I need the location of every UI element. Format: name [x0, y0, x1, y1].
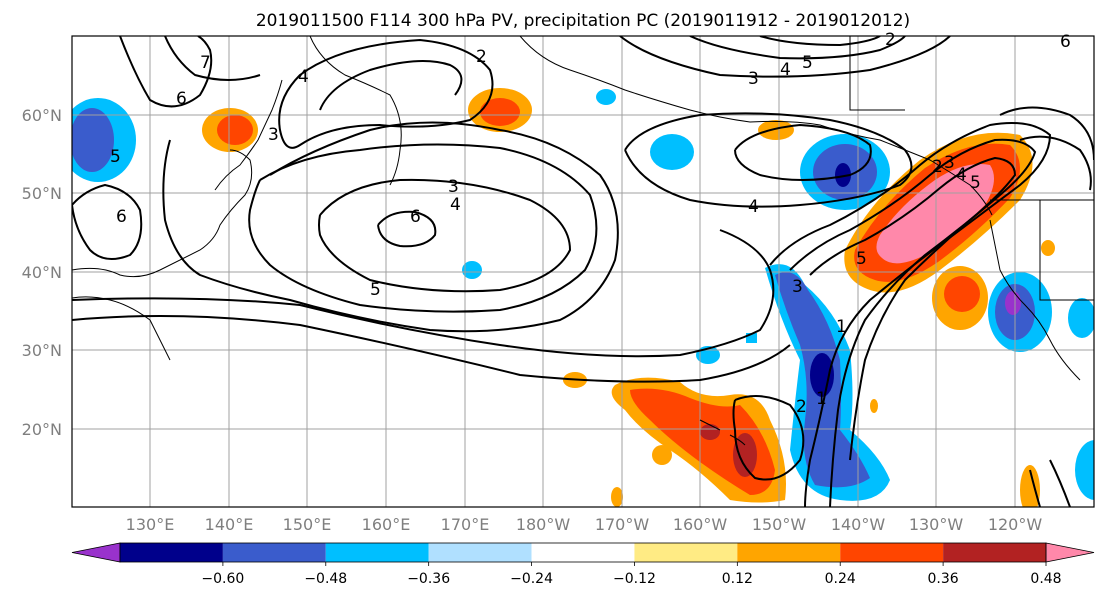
colorbar-tick-label: 0.12 — [722, 571, 753, 587]
lon-label: 130°E — [126, 515, 175, 534]
contour-label: 3 — [748, 69, 759, 89]
colorbar-bin — [428, 543, 532, 562]
contour-label: 3 — [944, 153, 955, 173]
coastlines — [72, 36, 1094, 446]
precip-area — [1020, 465, 1040, 507]
colorbar-bin — [325, 543, 429, 562]
lat-label: 20°N — [22, 420, 62, 439]
map-panel: 7 6 4 3 2 6 5 3 4 6 5 2 4 5 3 4 5 3 2 1 … — [71, 30, 1095, 508]
precip-area — [700, 424, 720, 440]
contour-label: 7 — [200, 53, 211, 73]
lon-label: 180°W — [516, 515, 571, 534]
contour-label: 3 — [792, 277, 803, 297]
precip-area — [746, 333, 757, 343]
figure-title: 2019011500 F114 300 hPa PV, precipitatio… — [256, 11, 910, 31]
contour-label: 4 — [956, 165, 967, 185]
precip-area — [462, 261, 482, 279]
precip-area — [733, 433, 757, 477]
contour-label: 6 — [116, 207, 127, 227]
lon-label: 120°W — [988, 515, 1043, 534]
colorbar-bin — [120, 543, 223, 562]
lat-label: 50°N — [22, 184, 62, 203]
contour-label: 4 — [780, 60, 791, 80]
contour-label: 5 — [802, 53, 813, 73]
colorbar-bin — [840, 543, 944, 562]
pv-contours — [72, 36, 1094, 507]
colorbar-tick-label: 0.48 — [1030, 571, 1061, 587]
contour-label: 3 — [448, 177, 459, 197]
contour-label: 4 — [748, 197, 759, 217]
precip-area — [652, 445, 672, 465]
precip-area — [1041, 240, 1055, 256]
precip-area — [870, 399, 878, 413]
colorbar-tick-label: −0.48 — [304, 571, 347, 587]
contour-label: 5 — [370, 280, 381, 300]
colorbar-extend-high — [1045, 542, 1095, 563]
map-frame — [71, 35, 1095, 508]
precip-area — [650, 134, 694, 170]
colorbar-tick-label: −0.60 — [201, 571, 244, 587]
contour-label: 2 — [932, 157, 943, 177]
lat-label: 30°N — [22, 341, 62, 360]
latitude-labels: 60°N 50°N 40°N 30°N 20°N — [22, 106, 62, 439]
lon-label: 140°W — [831, 515, 886, 534]
colorbar-tick-label: −0.12 — [613, 571, 656, 587]
precip-area — [810, 353, 834, 397]
lon-label: 160°E — [362, 515, 411, 534]
colorbar-extend-low — [71, 542, 121, 563]
precip-area — [217, 115, 253, 145]
colorbar-bin — [531, 543, 635, 562]
precip-area — [1075, 440, 1094, 500]
colorbar-tick-label: 0.36 — [928, 571, 959, 587]
colorbar-tick-label: −0.36 — [407, 571, 450, 587]
lon-label: 170°E — [441, 515, 490, 534]
precip-area — [1005, 291, 1021, 315]
precip-area — [876, 164, 994, 264]
contour-label: 4 — [450, 195, 461, 215]
colorbar-bin — [943, 543, 1046, 562]
colorbar-tick-label: 0.24 — [825, 571, 856, 587]
lat-label: 40°N — [22, 263, 62, 282]
colorbar-tick-label: −0.24 — [510, 571, 553, 587]
precip-area — [758, 120, 794, 140]
precip-area — [611, 487, 623, 507]
lon-label: 160°W — [673, 515, 728, 534]
colorbar-bin — [634, 543, 738, 562]
precip-area — [944, 276, 980, 312]
contour-label: 6 — [1060, 32, 1071, 52]
precip-area — [72, 108, 114, 172]
precip-positive-areas — [202, 88, 1055, 507]
contour-label: 1 — [816, 389, 827, 409]
colorbar: −0.60 −0.48 −0.36 −0.24 −0.12 0.12 0.24 0.36 0.4… — [71, 542, 1095, 587]
contour-label: 3 — [268, 125, 279, 145]
contour-label: 4 — [298, 67, 309, 87]
lon-label: 170°W — [595, 515, 650, 534]
lon-label: 150°W — [752, 515, 807, 534]
longitude-labels: 130°E 140°E 150°E 160°E 170°E 180°W 170°… — [126, 515, 1043, 534]
colorbar-outline — [119, 542, 1047, 563]
contour-label: 2 — [885, 30, 896, 50]
colorbar-bin — [222, 543, 326, 562]
contour-label: 5 — [856, 249, 867, 269]
precip-area — [480, 98, 520, 126]
colorbar-bin — [737, 543, 841, 562]
contour-label: 1 — [836, 317, 847, 337]
precip-area — [1068, 298, 1094, 338]
contour-label: 2 — [476, 47, 487, 67]
contour-label: 6 — [410, 207, 421, 227]
lat-label: 60°N — [22, 106, 62, 125]
lon-label: 130°W — [909, 515, 964, 534]
precip-area — [835, 163, 851, 187]
lon-label: 140°E — [205, 515, 254, 534]
contour-label: 2 — [796, 397, 807, 417]
graticule — [72, 36, 1094, 507]
lon-label: 150°E — [283, 515, 332, 534]
contour-labels: 7 6 4 3 2 6 5 3 4 6 5 2 4 5 3 4 5 3 2 1 … — [110, 30, 1071, 417]
contour-label: 5 — [970, 173, 981, 193]
contour-label: 6 — [176, 89, 187, 109]
precip-area — [596, 89, 616, 105]
contour-label: 5 — [110, 147, 121, 167]
